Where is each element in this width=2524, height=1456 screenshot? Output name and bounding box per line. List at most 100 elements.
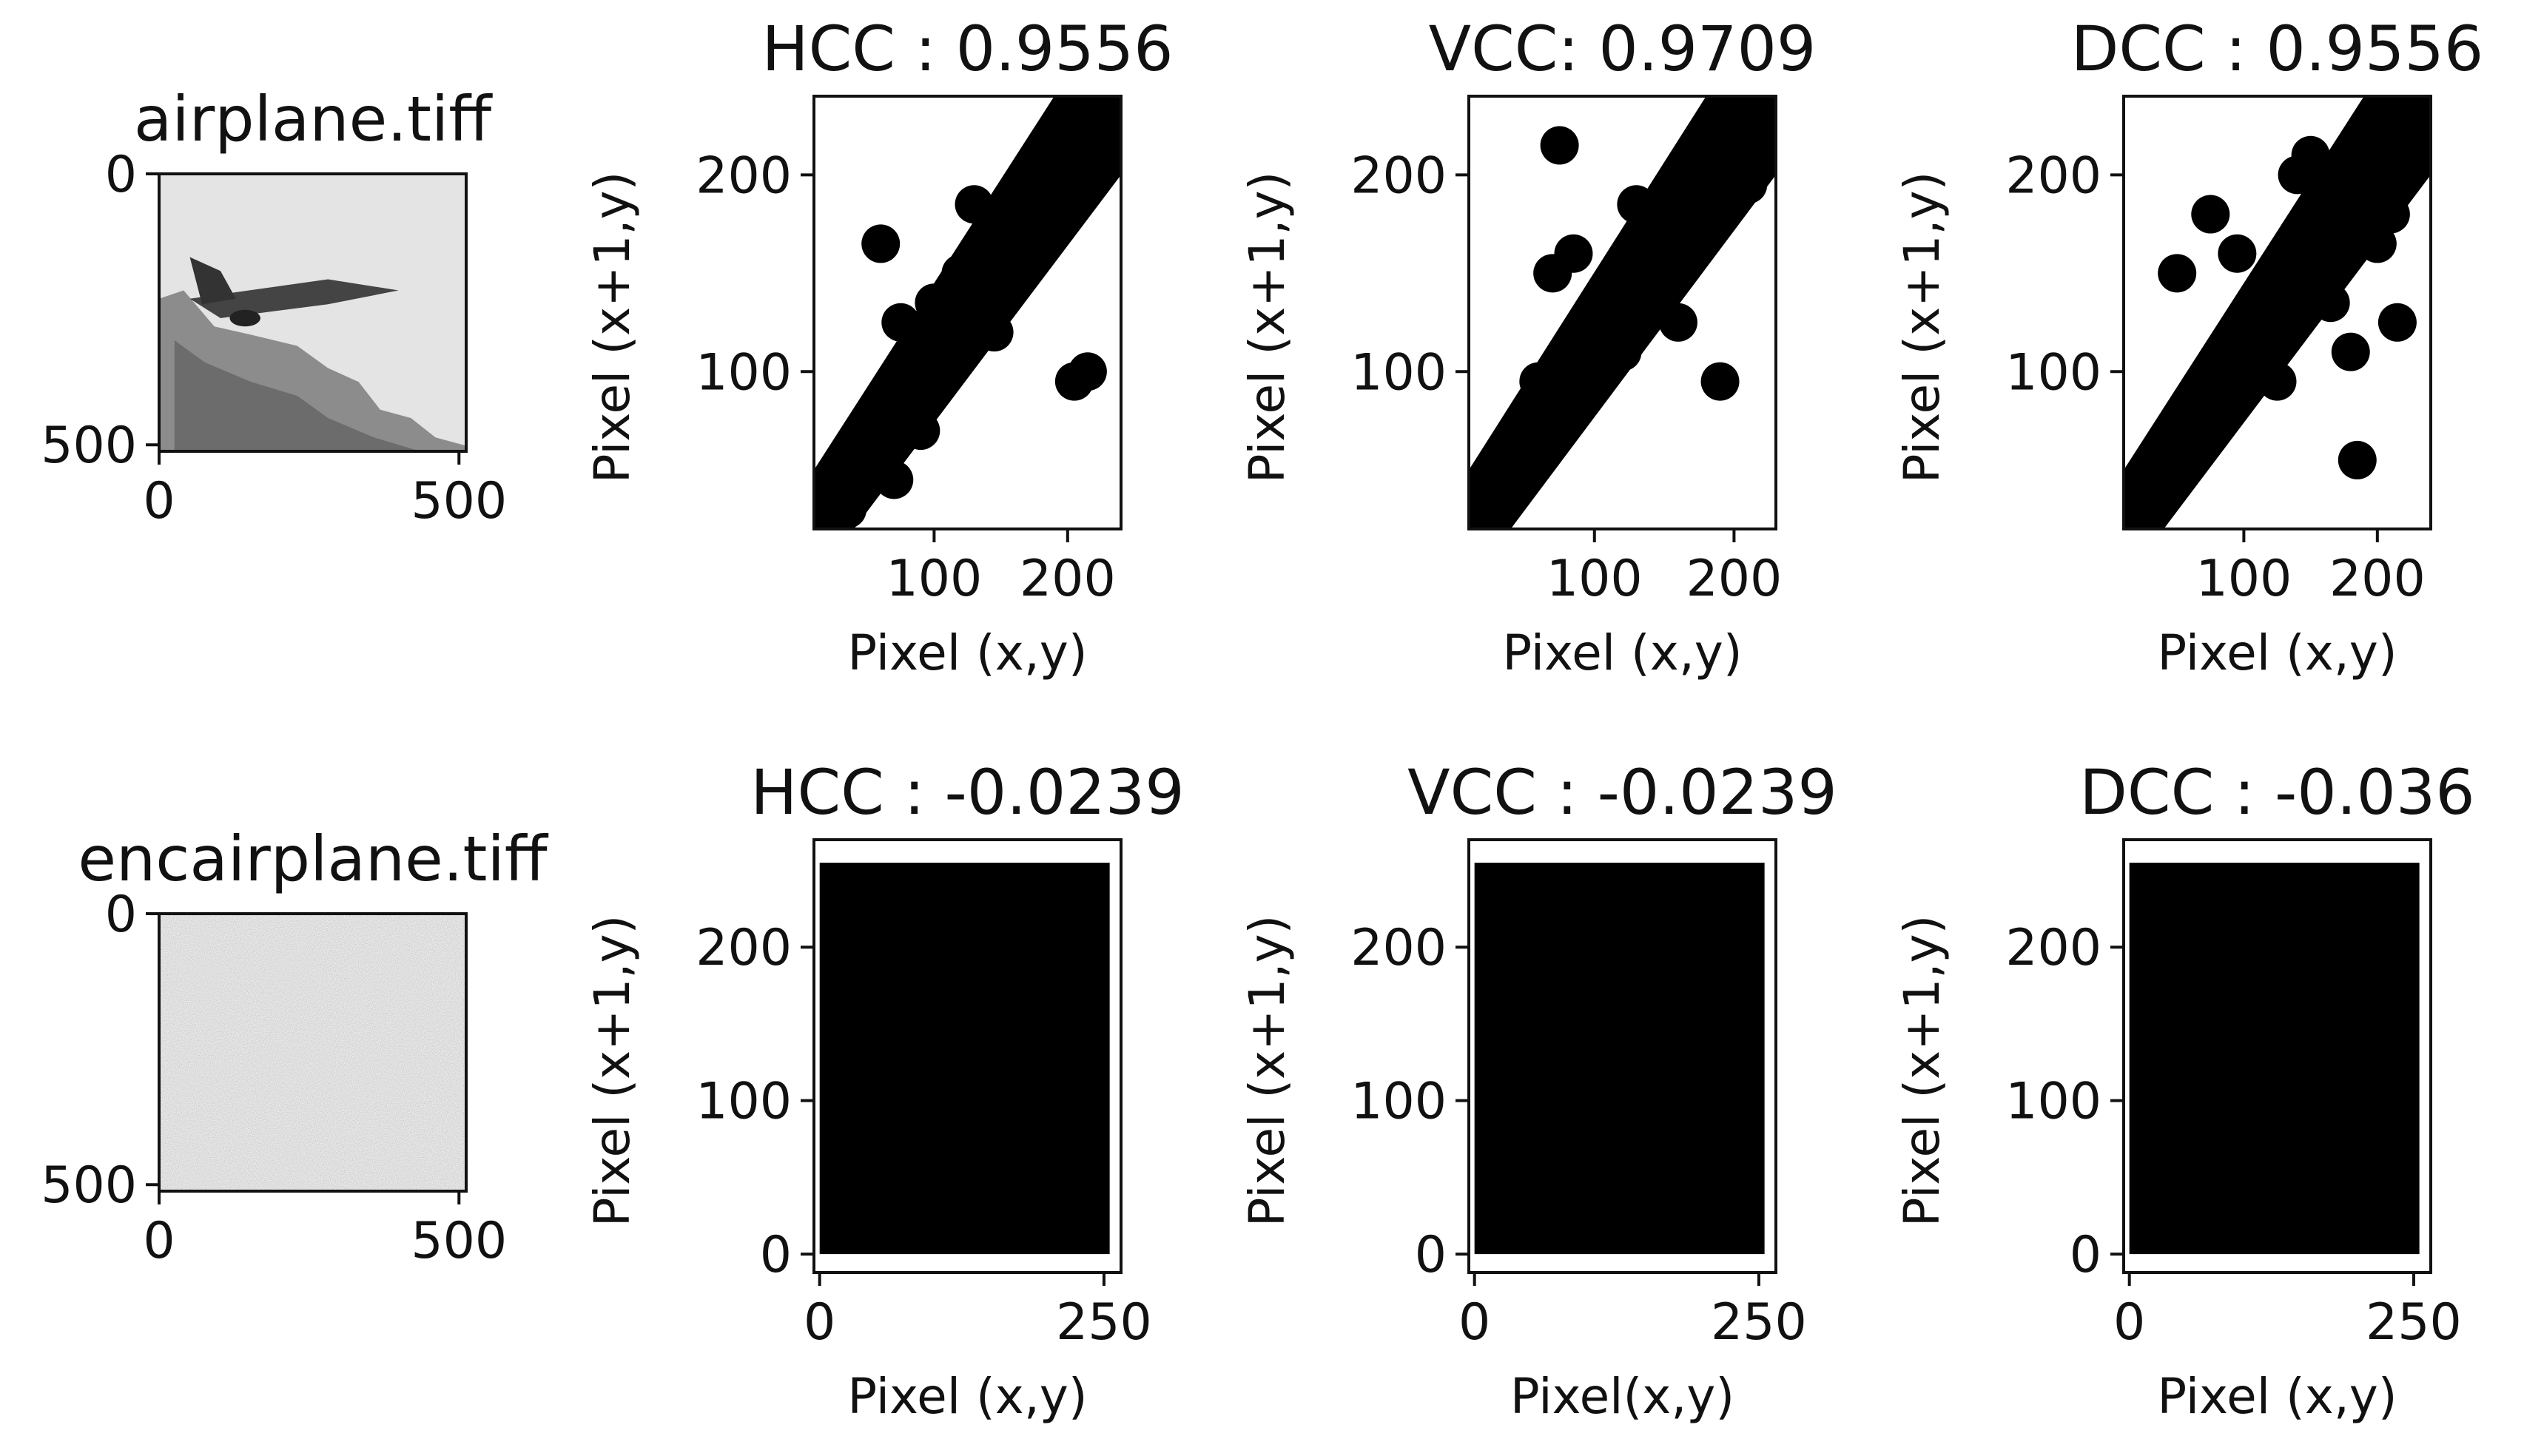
y-tick-label: 100 xyxy=(1350,1073,1447,1131)
x-axis-label: Pixel (x,y) xyxy=(2157,624,2397,681)
scatter-point xyxy=(1700,362,1740,401)
scatter-point xyxy=(975,313,1014,352)
x-tick-label: 200 xyxy=(2329,550,2426,608)
y-axis-label: Pixel (x+1,y) xyxy=(584,172,641,484)
scatter-point xyxy=(861,224,901,263)
scatter-dense-points xyxy=(2129,863,2420,1255)
axes-frame xyxy=(812,95,1123,530)
scatter-point xyxy=(1652,234,1691,273)
x-tick-label: 200 xyxy=(1020,550,1116,608)
y-axis-label: Pixel (x+1,y) xyxy=(1239,915,1296,1227)
panel-title: VCC: 0.9709 xyxy=(1429,13,1817,85)
x-axis-label: Pixel (x,y) xyxy=(847,1368,1087,1425)
x-tick-label: 250 xyxy=(1056,1293,1152,1352)
axes-frame xyxy=(812,838,1123,1274)
x-tick-label: 200 xyxy=(1686,550,1783,608)
scatter-point xyxy=(2258,362,2297,401)
y-tick-label: 500 xyxy=(41,417,137,475)
scatter-point xyxy=(915,283,954,323)
x-tick-label: 0 xyxy=(143,472,175,530)
scatter-point xyxy=(2238,323,2277,362)
scatter-point xyxy=(1088,126,1121,165)
scatter-point xyxy=(1526,401,1565,440)
points-group xyxy=(1474,863,1765,1255)
x-tick-label: 0 xyxy=(1458,1293,1490,1352)
scatter-point xyxy=(1540,126,1579,165)
y-tick-label: 200 xyxy=(1350,146,1447,205)
scatter-point xyxy=(2138,470,2177,509)
scatter-point xyxy=(848,421,887,460)
scatter-point xyxy=(2331,332,2370,371)
y-tick-label: 100 xyxy=(1350,343,1447,402)
encrypted-image xyxy=(159,914,466,1191)
scatter-point xyxy=(948,293,987,332)
scatter-point xyxy=(1554,234,1593,273)
scatter-point xyxy=(1617,185,1656,224)
scatter-point xyxy=(828,490,867,529)
panel-title: HCC : -0.0239 xyxy=(750,756,1184,829)
scatter-point xyxy=(2158,254,2197,293)
y-tick-label: 0 xyxy=(2070,1226,2101,1284)
scatter-dense-points xyxy=(1474,863,1765,1255)
airplane-body xyxy=(189,279,399,318)
scatter-point xyxy=(2358,224,2397,263)
x-axis-label: Pixel(x,y) xyxy=(1510,1368,1734,1425)
y-tick-label: 0 xyxy=(1415,1226,1447,1284)
scatter-point xyxy=(881,303,921,342)
panel-title: airplane.tiff xyxy=(134,83,493,155)
y-tick-label: 200 xyxy=(696,146,792,205)
scatter-point xyxy=(2371,195,2410,234)
scatter-point xyxy=(1603,332,1642,371)
x-axis-label: Pixel (x,y) xyxy=(2157,1368,2397,1425)
x-tick-label: 0 xyxy=(143,1212,175,1270)
y-tick-label: 0 xyxy=(760,1226,792,1284)
panel-title: HCC : 0.9556 xyxy=(761,13,1173,85)
scatter-point xyxy=(1014,155,1054,195)
scatter-point xyxy=(2291,135,2330,175)
scatter-point xyxy=(1575,293,1614,332)
axes-frame xyxy=(1467,95,1777,530)
scatter-point xyxy=(1469,490,1502,529)
scatter-point xyxy=(1729,165,1768,204)
image-frame xyxy=(158,912,468,1193)
scatter-point xyxy=(1658,303,1697,342)
scatter-point xyxy=(901,411,940,451)
scatter-point xyxy=(2204,352,2244,391)
scatter-point xyxy=(1054,362,1094,401)
scatter-point xyxy=(835,460,874,499)
x-tick-label: 500 xyxy=(411,1212,507,1270)
scatter-point xyxy=(1498,440,1538,479)
y-axis-label: Pixel (x+1,y) xyxy=(1239,172,1296,484)
y-axis-label: Pixel (x+1,y) xyxy=(1894,915,1951,1227)
scatter-point xyxy=(2171,411,2210,451)
axes-frame xyxy=(2122,838,2432,1274)
scatter-point xyxy=(2218,234,2257,273)
scatter-panel-3: 100 200 100 200 DCC : 0.9556 Pixel (x,y) Pixel… xyxy=(1894,13,2483,681)
scatter-point xyxy=(1609,283,1649,323)
x-tick-label: 0 xyxy=(2113,1293,2145,1352)
airplane-engine xyxy=(229,309,260,327)
scatter-point xyxy=(2311,283,2350,323)
y-tick-label: 0 xyxy=(105,146,137,204)
scatter-dense-points xyxy=(819,863,1110,1255)
points-group xyxy=(814,96,1121,529)
x-tick-label: 100 xyxy=(2195,550,2292,608)
x-tick-label: 0 xyxy=(804,1293,835,1352)
scatter-point xyxy=(1645,204,1684,243)
scatter-point xyxy=(2191,195,2230,234)
scatter-panel-1: 100 200 100 200 HCC : 0.9556 Pixel (x,y) Pixel… xyxy=(584,13,1174,681)
scatter-panel-2: 100 200 100 200 VCC: 0.9709 Pixel (x,y) Pixel … xyxy=(1239,13,1816,681)
y-tick-label: 0 xyxy=(105,886,137,944)
mountain-shadow xyxy=(174,340,420,451)
scatter-point xyxy=(1672,204,1712,243)
scatter-panel-5: 0 250 0 100 200 HCC : -0.0239 Pixel (x,y) Pixel… xyxy=(584,756,1185,1425)
scatter-panel-7: 0 250 0 100 200 DCC : -0.036 Pixel (x,y) Pixel … xyxy=(1894,756,2475,1425)
scatter-point xyxy=(995,204,1034,243)
scatter-point xyxy=(2184,382,2224,421)
scatter-point xyxy=(1519,362,1558,401)
y-axis-label: Pixel (x+1,y) xyxy=(1894,172,1951,484)
y-tick-label: 200 xyxy=(2005,919,2101,977)
